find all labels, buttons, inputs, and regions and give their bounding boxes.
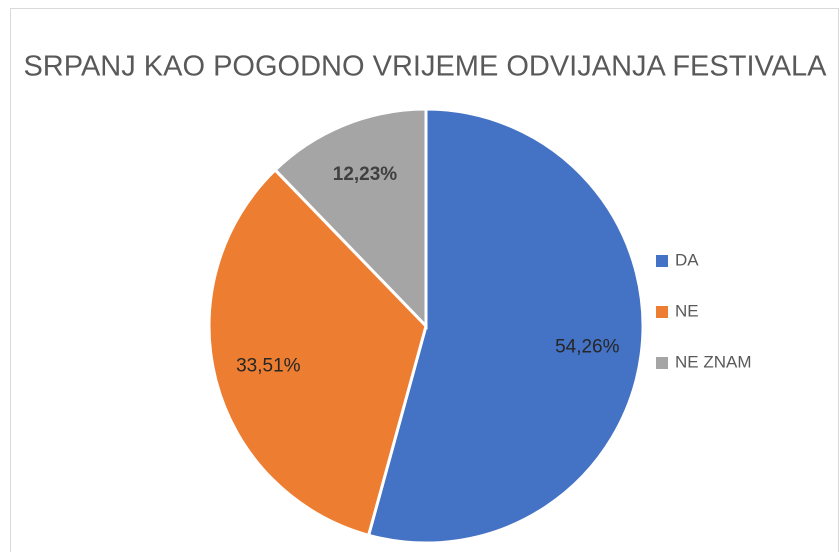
pie-slice bbox=[207, 167, 428, 538]
legend-swatch bbox=[656, 255, 668, 267]
data-label: 12,23% bbox=[333, 164, 398, 185]
legend-label: NE bbox=[675, 301, 699, 320]
legend-label: NE ZNAM bbox=[675, 352, 752, 371]
legend-swatch bbox=[656, 357, 668, 369]
data-label: 54,26% bbox=[555, 337, 620, 358]
chart-title: SRPANJ KAO POGODNO VRIJEME ODVIJANJA FES… bbox=[23, 51, 827, 83]
pie-slice bbox=[273, 107, 428, 330]
pie-slice bbox=[366, 107, 645, 545]
legend-swatch bbox=[656, 306, 668, 318]
data-label: 33,51% bbox=[236, 355, 301, 376]
legend-label: DA bbox=[675, 250, 699, 269]
